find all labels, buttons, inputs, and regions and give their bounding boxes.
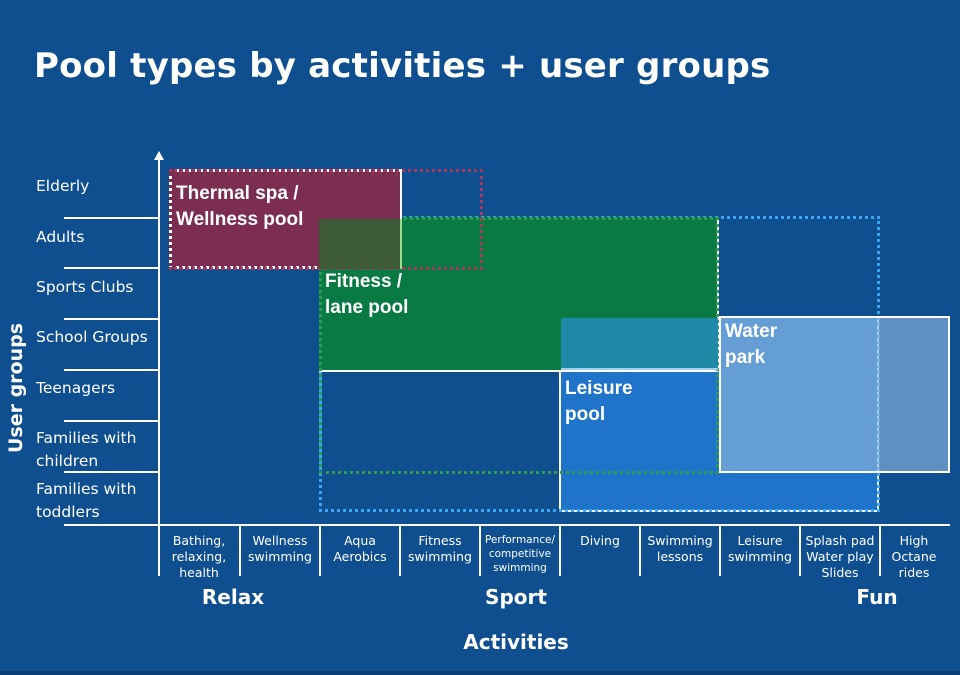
col-label-swimming-lessons: Swimming lessons bbox=[647, 533, 713, 564]
row-label-school-groups: School Groups bbox=[36, 328, 148, 346]
row-divider bbox=[64, 217, 160, 219]
page-title: Pool types by activities + user groups bbox=[34, 46, 771, 86]
column-divider bbox=[239, 524, 241, 576]
group-label-sport: Sport bbox=[485, 585, 547, 609]
row-label-adults: Adults bbox=[36, 228, 85, 246]
row-divider bbox=[64, 369, 160, 371]
row-label-teenagers: Teenagers bbox=[36, 379, 116, 397]
row-label-families-children: Families with children bbox=[36, 429, 137, 470]
column-divider bbox=[879, 524, 881, 576]
col-label-leisure-swimming: Leisure swimming bbox=[728, 533, 792, 564]
row-label-sports-clubs: Sports Clubs bbox=[36, 278, 134, 296]
leisure-pool-label-line2: pool bbox=[565, 404, 606, 425]
column-divider bbox=[719, 524, 721, 576]
thermal-fitness-overlap bbox=[319, 219, 402, 269]
column-divider bbox=[399, 524, 401, 576]
row-label-families-toddlers: Families with toddlers bbox=[36, 480, 137, 521]
fitness-pool-label: Fitness / lane pool bbox=[325, 269, 408, 321]
leisure-pool-label-line1: Leisure bbox=[565, 378, 633, 399]
thermal-spa-label-line2: Wellness pool bbox=[176, 209, 304, 230]
y-axis-arrow-icon bbox=[154, 151, 164, 160]
col-label-fitness-swimming: Fitness swimming bbox=[408, 533, 472, 564]
x-axis-line bbox=[64, 524, 950, 526]
row-label-elderly: Elderly bbox=[36, 177, 90, 195]
y-axis-label: User groups bbox=[5, 322, 27, 454]
fitness-pool-label-line2: lane pool bbox=[325, 297, 409, 318]
row-divider bbox=[64, 420, 160, 422]
column-divider bbox=[158, 524, 160, 576]
col-label-diving: Diving bbox=[580, 533, 620, 548]
leisure-pool-label: Leisure pool bbox=[565, 376, 633, 428]
y-axis-line bbox=[158, 158, 160, 526]
bottom-rule bbox=[0, 671, 960, 675]
water-park-label-line1: Water bbox=[725, 321, 778, 342]
col-label-splash-pad: Splash pad Water play Slides bbox=[805, 533, 875, 580]
col-label-performance: Performance/ competitive swimming bbox=[484, 534, 556, 574]
column-divider bbox=[559, 524, 561, 576]
water-park-label-line2: park bbox=[725, 347, 766, 368]
col-label-aqua-aerobics: Aqua Aerobics bbox=[333, 533, 387, 564]
thermal-spa-label: Thermal spa / Wellness pool bbox=[176, 181, 303, 233]
row-divider bbox=[64, 471, 160, 473]
column-divider bbox=[799, 524, 801, 576]
fitness-leisure-overlap bbox=[561, 318, 718, 370]
x-axis-label: Activities bbox=[463, 630, 569, 654]
column-divider bbox=[319, 524, 321, 576]
group-label-fun: Fun bbox=[856, 585, 898, 609]
row-divider bbox=[64, 318, 160, 320]
col-label-high-octane: High Octane rides bbox=[891, 533, 937, 580]
column-divider bbox=[479, 524, 481, 576]
group-label-relax: Relax bbox=[201, 585, 265, 609]
fitness-pool-label-line1: Fitness / bbox=[325, 271, 403, 292]
col-label-wellness-swimming: Wellness swimming bbox=[248, 533, 312, 564]
thermal-spa-label-line1: Thermal spa / bbox=[176, 183, 299, 204]
column-divider bbox=[639, 524, 641, 576]
water-park-label: Water park bbox=[725, 319, 777, 371]
water-park-region bbox=[719, 316, 950, 473]
row-divider bbox=[64, 267, 160, 269]
col-label-bathing: Bathing, relaxing, health bbox=[171, 533, 227, 580]
